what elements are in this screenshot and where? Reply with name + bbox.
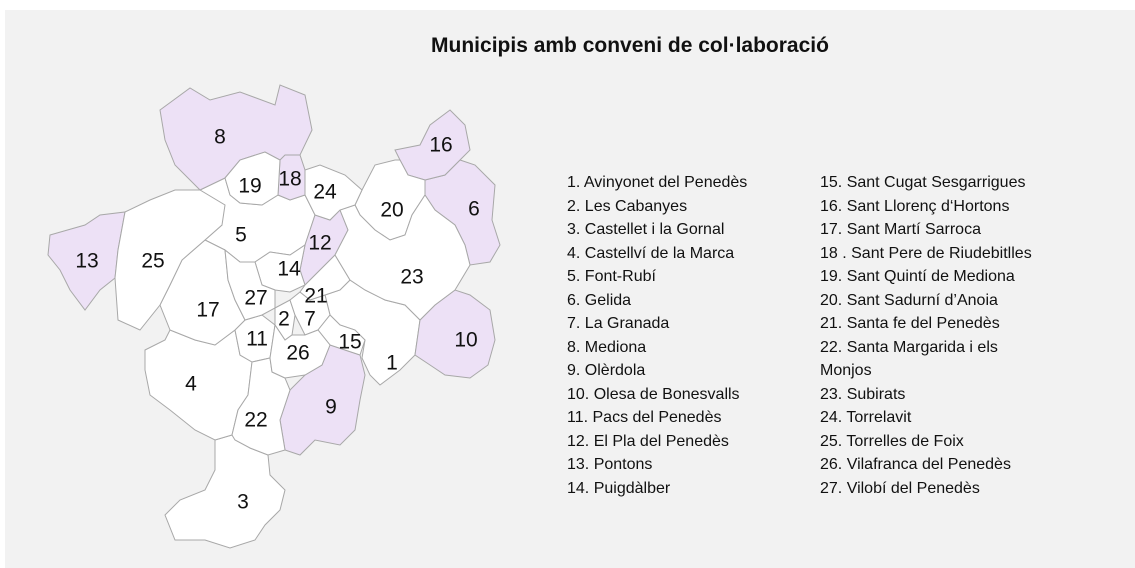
legend-item: 26. Vilafranca del Penedès [820, 456, 1011, 473]
municipality-label: 23 [400, 266, 423, 289]
legend-item: 25. Torrelles de Foix [820, 432, 964, 450]
municipality [304, 164, 363, 221]
legend-item: 8. Mediona [567, 338, 647, 356]
legend-item: 24. Torrelavit [820, 409, 912, 426]
municipality-label: 15 [338, 331, 361, 354]
legend-item: 10. Olesa de Bonesvalls [567, 385, 740, 403]
municipality-label: 5 [235, 224, 247, 247]
legend-item: 15. Sant Cugat Sesgarrigues [820, 174, 1026, 191]
legend-item: 12. El Pla del Penedès [567, 432, 729, 450]
legend-item: 14. Puigdàlber [567, 479, 671, 497]
legend-item: 16. Sant Llorenç d‘Hortons [820, 197, 1010, 215]
municipality [334, 194, 471, 321]
municipality-label: 18 [278, 168, 301, 191]
municipality-label: 26 [286, 342, 309, 365]
legend-item: 1. Avinyonet del Penedès [567, 174, 748, 191]
legend-item: 13. Pontons [567, 456, 653, 473]
municipality-label: 3 [237, 491, 249, 514]
legend-item: 20. Sant Sadurní d’Anoia [820, 291, 998, 309]
municipality-label: 14 [277, 258, 301, 281]
municipality [269, 323, 331, 379]
legend-item: 21. Santa fe del Penedès [820, 315, 1000, 332]
municipality-label: 9 [325, 396, 337, 419]
municipality-label: 11 [246, 328, 268, 351]
legend-item: 27. Vilobí del Penedès [820, 479, 980, 497]
legend-item: 6. Gelida [567, 291, 632, 309]
municipality-label: 12 [308, 232, 331, 255]
legend-item: 17. Sant Martí Sarroca [820, 221, 981, 238]
municipality [224, 151, 281, 206]
municipality [317, 314, 366, 356]
municipality-label: 20 [380, 199, 403, 222]
legend-item: 9. Olèrdola [567, 362, 646, 379]
municipality [164, 434, 286, 549]
municipality-label: 17 [196, 299, 219, 322]
legend-item: 22. Santa Margarida i els Monjos [820, 338, 998, 380]
legend-item: 2. Les Cabanyes [567, 197, 688, 215]
legend-item: 23. Subirats [820, 385, 906, 403]
municipality-label: 25 [141, 250, 164, 273]
municipality-label: 8 [214, 126, 226, 149]
legend-item: 19. Sant Quintí de Mediona [820, 268, 1015, 285]
municipality-label: 1 [386, 352, 398, 375]
legend-item: 5. Font-Rubí [567, 268, 656, 285]
municipality-label: 10 [454, 329, 477, 352]
municipality-label: 21 [304, 285, 327, 308]
municipality [47, 211, 126, 311]
municipality-label: 24 [313, 181, 337, 204]
municipality [299, 254, 351, 301]
legend-item: 7. La Granada [567, 315, 670, 332]
municipality-label: 22 [244, 409, 267, 432]
municipality-label: 19 [238, 175, 261, 198]
municipality-label: 6 [468, 198, 480, 221]
legend-item: 11. Pacs del Penedès [567, 409, 722, 426]
municipality-label: 2 [278, 308, 290, 331]
municipality-label: 13 [75, 250, 98, 273]
municipality-label: 27 [244, 287, 267, 310]
panel: Municipis amb conveni de col·laboració 1… [5, 10, 1135, 568]
municipality [224, 248, 276, 321]
map-title: Municipis amb conveni de col·laboració [431, 34, 829, 57]
legend-item: 4. Castellví de la Marca [567, 244, 735, 262]
legend-item: 3. Castellet i la Gornal [567, 221, 725, 238]
municipality-label: 16 [429, 134, 452, 157]
legend-column: 1. Avinyonet del Penedès 2. Les Cabanyes 3… [567, 171, 817, 500]
municipality-label: 4 [185, 373, 197, 396]
municipality-label: 7 [304, 308, 316, 331]
legend-column: 15. Sant Cugat Sesgarrigues 16. Sant Llor… [820, 171, 1052, 500]
legend-item: 18 . Sant Pere de Riudebitlles [820, 244, 1032, 262]
municipality [114, 189, 226, 331]
municipality [231, 357, 291, 456]
